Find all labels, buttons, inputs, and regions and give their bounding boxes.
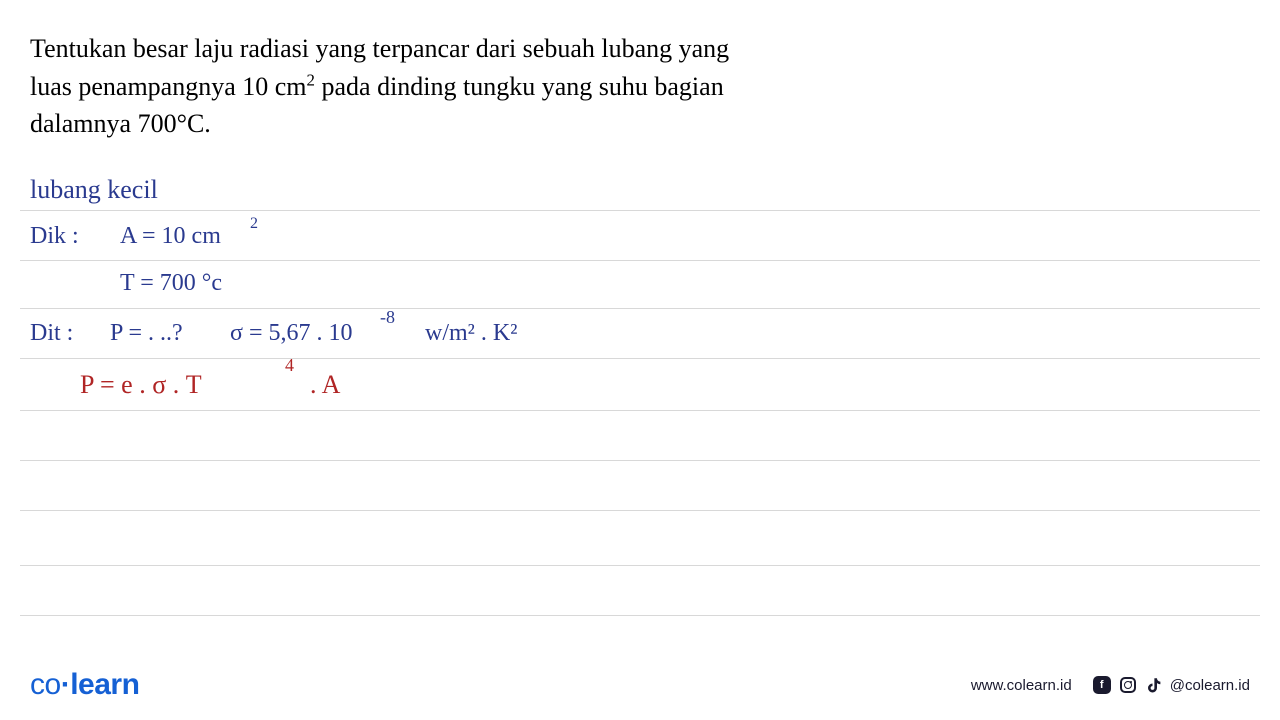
hw-sigma-units: w/m² . K² [425, 320, 517, 347]
rule-line [20, 308, 1260, 309]
rule-line [20, 358, 1260, 359]
instagram-icon [1118, 675, 1138, 695]
social-icons: f @colearn.id [1092, 675, 1250, 695]
hw-area-sup: 2 [250, 215, 258, 233]
rule-line [20, 460, 1260, 461]
hw-sigma: σ = 5,67 . 10 [230, 320, 352, 347]
hw-sigma-sup: -8 [380, 307, 395, 328]
hw-formula-a: . A [310, 370, 340, 400]
problem-statement: Tentukan besar laju radiasi yang terpanc… [0, 0, 1280, 158]
footer-url: www.colearn.id [971, 677, 1072, 694]
lined-paper-area: lubang kecil Dik : A = 10 cm 2 T = 700 °… [0, 165, 1280, 650]
problem-line2-post: pada dinding tungku yang suhu bagian [315, 72, 724, 101]
rule-line [20, 510, 1260, 511]
logo-co: co [30, 668, 61, 701]
rule-line [20, 260, 1260, 261]
rule-line [20, 410, 1260, 411]
hw-dit: Dit : [30, 320, 73, 347]
problem-line1: Tentukan besar laju radiasi yang terpanc… [30, 34, 729, 63]
footer-right: www.colearn.id f @colearn.id [971, 675, 1250, 695]
hw-formula-sup: 4 [285, 355, 294, 376]
logo-learn: learn [70, 668, 139, 701]
problem-line2-sup: 2 [307, 70, 315, 89]
hw-formula: P = e . σ . T [80, 370, 202, 400]
colearn-logo: co·learn [30, 668, 139, 702]
logo-dot: · [61, 668, 71, 701]
problem-line2-pre: luas penampangnya 10 cm [30, 72, 307, 101]
hw-lubang-kecil: lubang kecil [30, 175, 158, 205]
rule-line [20, 565, 1260, 566]
hw-p-unknown: P = . ..? [110, 320, 183, 347]
hw-dik: Dik : [30, 223, 79, 250]
footer: co·learn www.colearn.id f @colearn.id [0, 650, 1280, 720]
tiktok-icon [1144, 675, 1164, 695]
problem-line3: dalamnya 700°C. [30, 109, 211, 138]
social-handle: @colearn.id [1170, 677, 1250, 694]
facebook-letter: f [1093, 676, 1111, 694]
hw-area: A = 10 cm [120, 223, 221, 250]
rule-line [20, 210, 1260, 211]
rule-line [20, 615, 1260, 616]
facebook-icon: f [1092, 675, 1112, 695]
hw-temp: T = 700 °c [120, 270, 222, 297]
